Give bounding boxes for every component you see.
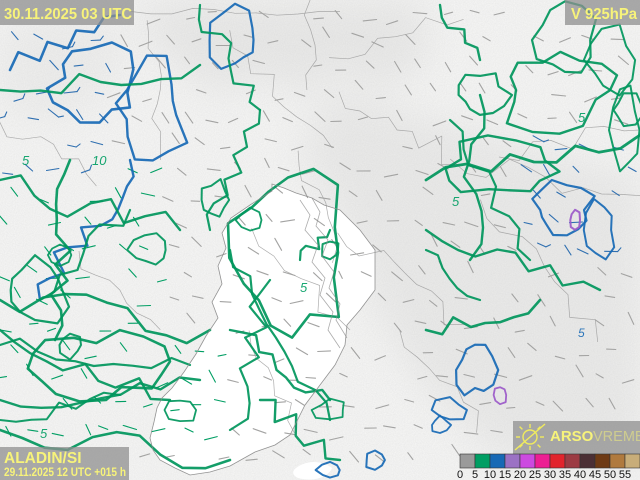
svg-text:20: 20 <box>514 469 526 480</box>
svg-text:15: 15 <box>499 469 511 480</box>
svg-text:55: 55 <box>619 469 631 480</box>
svg-text:50: 50 <box>604 469 616 480</box>
svg-text:5: 5 <box>472 469 478 480</box>
svg-text:40: 40 <box>574 469 586 480</box>
svg-text:ALADIN/SI: ALADIN/SI <box>4 450 82 467</box>
svg-text:0: 0 <box>457 469 463 480</box>
svg-text:5: 5 <box>300 280 308 295</box>
svg-text:V 925hPa: V 925hPa <box>571 6 637 23</box>
svg-text:10: 10 <box>484 469 496 480</box>
svg-text:5: 5 <box>22 153 30 168</box>
svg-text:30.11.2025 03 UTC: 30.11.2025 03 UTC <box>4 6 132 23</box>
svg-text:45: 45 <box>589 469 601 480</box>
svg-text:5: 5 <box>578 110 586 125</box>
svg-text:VREME: VREME <box>593 429 640 445</box>
svg-text:35: 35 <box>559 469 571 480</box>
svg-text:30: 30 <box>544 469 556 480</box>
svg-text:29.11.2025 12 UTC +015 h: 29.11.2025 12 UTC +015 h <box>4 467 126 479</box>
svg-text:5: 5 <box>578 326 585 340</box>
svg-text:10: 10 <box>92 153 107 168</box>
svg-text:5: 5 <box>452 194 460 209</box>
svg-text:5: 5 <box>40 426 48 441</box>
svg-text:25: 25 <box>529 469 541 480</box>
svg-text:ARSO: ARSO <box>550 428 594 445</box>
